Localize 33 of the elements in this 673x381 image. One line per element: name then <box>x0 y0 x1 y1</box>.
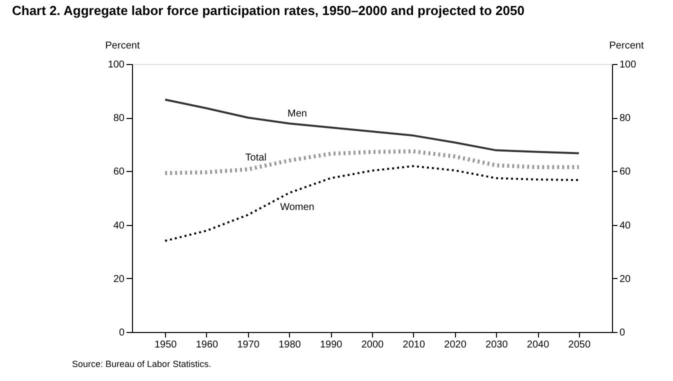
chart-title: Chart 2. Aggregate labor force participation rates, 1950–2000 and projected to 2050 <box>12 3 524 18</box>
x-tick-label: 2040 <box>526 340 550 350</box>
x-tick-label: 1990 <box>320 340 343 350</box>
y2-tick-label: 80 <box>620 113 632 124</box>
x-tick-label: 2010 <box>402 340 426 350</box>
series-label: Men <box>288 108 307 120</box>
x-tick-label: 2020 <box>444 340 467 350</box>
line-series <box>164 98 580 154</box>
y-axis-title: Percent <box>105 40 140 52</box>
y-tick-label: 60 <box>113 166 125 178</box>
x-tick-label: 1970 <box>237 340 260 350</box>
x-tick-label: 1950 <box>154 340 178 350</box>
line-series <box>164 165 580 242</box>
y2-tick-label: 40 <box>620 220 632 232</box>
y2-tick-label: 0 <box>620 328 626 338</box>
series-label: Women <box>280 202 314 213</box>
y2-tick-label: 20 <box>620 274 632 285</box>
y2-tick-label: 60 <box>620 166 632 178</box>
y-tick-label: 0 <box>118 328 125 338</box>
y-tick-label: 40 <box>113 220 125 232</box>
x-tick-label: 2050 <box>568 340 591 350</box>
line-series <box>163 149 581 176</box>
y2-axis-title: Percent <box>609 40 644 52</box>
y-tick-label: 20 <box>113 274 125 285</box>
x-tick-label: 1980 <box>278 340 302 350</box>
x-tick-label: 2000 <box>361 340 384 350</box>
series-label: Total <box>245 152 266 164</box>
x-tick-label: 2030 <box>486 340 508 350</box>
y-tick-label: 80 <box>113 113 125 124</box>
source-note: Source: Bureau of Labor Statistics. <box>72 359 212 369</box>
x-tick-label: 1960 <box>196 340 219 350</box>
y-tick-label: 100 <box>108 60 125 70</box>
y2-tick-label: 100 <box>620 60 637 70</box>
